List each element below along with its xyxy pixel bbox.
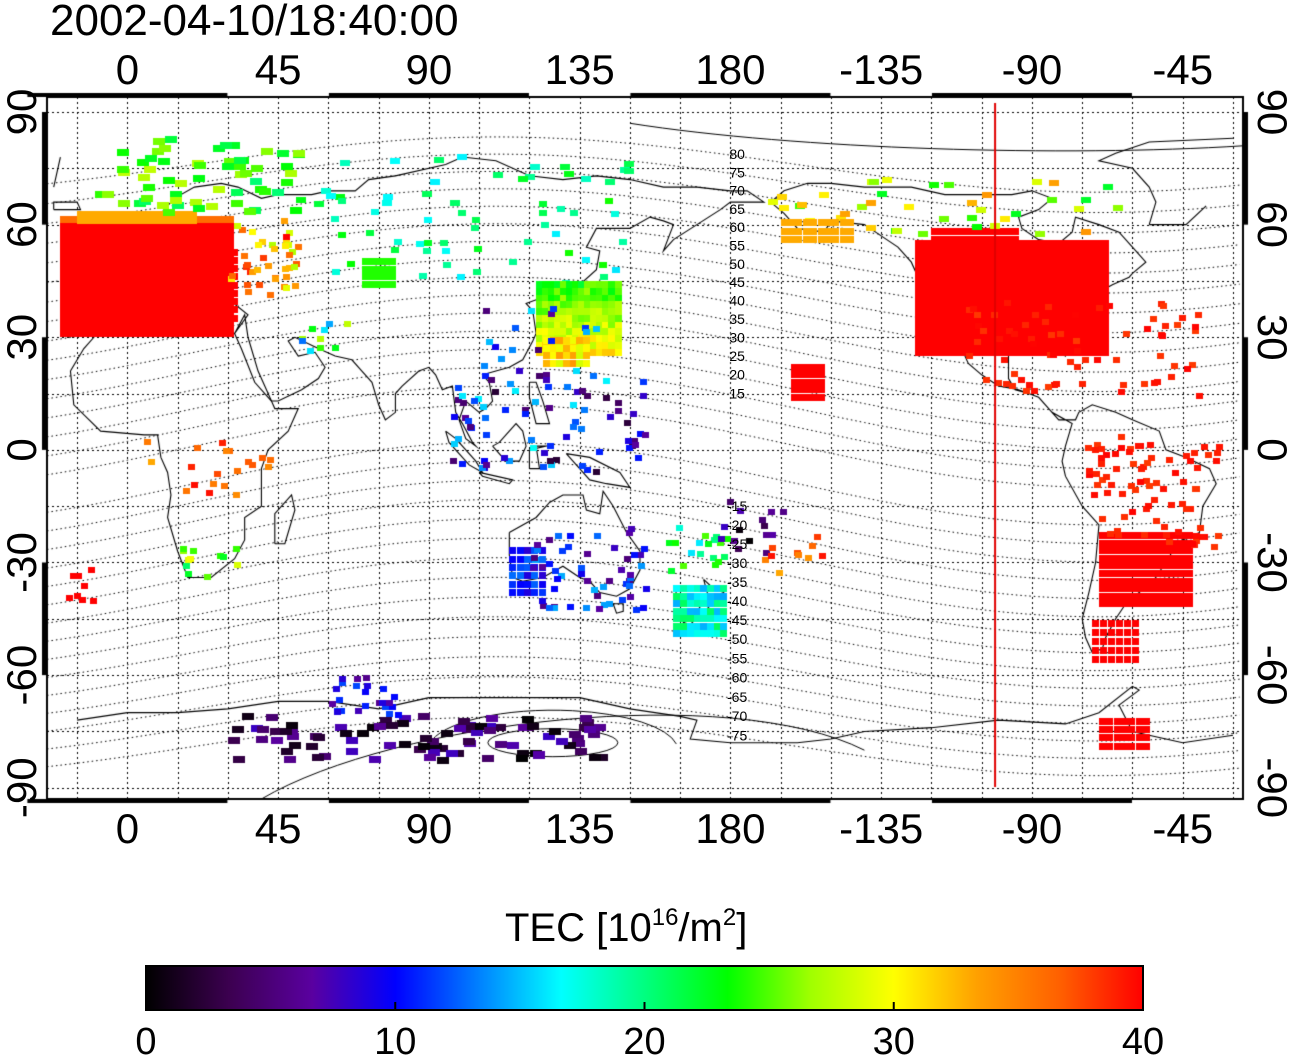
x-tick-label-bottom: -135 bbox=[839, 805, 923, 852]
x-tick-label-bottom: 0 bbox=[116, 805, 139, 852]
contour-label: 60 bbox=[729, 219, 745, 235]
contour-label: -65 bbox=[727, 689, 747, 705]
colorbar-title-end: ] bbox=[736, 906, 748, 950]
contour-label: 55 bbox=[729, 237, 745, 253]
y-tick-label-left: 0 bbox=[0, 438, 45, 461]
contour-label: -20 bbox=[727, 517, 747, 533]
colorbar-tick-label: 40 bbox=[1122, 1021, 1164, 1057]
x-tick-label-top: -45 bbox=[1152, 46, 1213, 93]
y-tick-label-left: 90 bbox=[0, 89, 45, 136]
y-tick-label-right: 90 bbox=[1249, 89, 1292, 136]
contour-label: -60 bbox=[727, 670, 747, 686]
colorbar-title-mid: /m bbox=[678, 906, 723, 950]
contour-label: 65 bbox=[729, 201, 745, 217]
colorbar-title-exp2: 2 bbox=[722, 904, 737, 931]
contour-label: -25 bbox=[727, 536, 747, 552]
contour-label: 50 bbox=[729, 256, 745, 272]
contour-label: 35 bbox=[729, 311, 745, 327]
x-tick-label-bottom: 180 bbox=[695, 805, 765, 852]
x-tick-label-bottom: 90 bbox=[406, 805, 453, 852]
contour-label: 15 bbox=[729, 385, 745, 401]
colorbar-tick-label: 30 bbox=[873, 1021, 915, 1057]
x-tick-label-bottom: -45 bbox=[1152, 805, 1213, 852]
colorbar-tick-label: 10 bbox=[374, 1021, 416, 1057]
x-tick-label-top: 45 bbox=[255, 46, 302, 93]
x-tick-label-top: -135 bbox=[839, 46, 923, 93]
y-tick-label-left: -60 bbox=[0, 645, 45, 706]
contour-label: -15 bbox=[727, 498, 747, 514]
contour-label: 45 bbox=[729, 274, 745, 290]
colorbar-title-main: TEC [10 bbox=[505, 906, 652, 950]
y-tick-label-right: -30 bbox=[1249, 532, 1292, 593]
x-tick-label-top: 0 bbox=[116, 46, 139, 93]
contour-label: 75 bbox=[729, 164, 745, 180]
contour-label: -30 bbox=[727, 555, 747, 571]
colorbar-title: TEC [1016/m2] bbox=[505, 904, 748, 951]
contour-label: -50 bbox=[727, 631, 747, 647]
contour-label: -40 bbox=[727, 593, 747, 609]
y-tick-label-right: -90 bbox=[1249, 757, 1292, 818]
colorbar-tick-label: 20 bbox=[623, 1021, 665, 1057]
contour-label: 40 bbox=[729, 293, 745, 309]
y-tick-label-right: 30 bbox=[1249, 314, 1292, 361]
x-tick-label-bottom: 135 bbox=[545, 805, 615, 852]
contour-label: -35 bbox=[727, 574, 747, 590]
x-tick-label-top: -90 bbox=[1002, 46, 1063, 93]
x-tick-label-bottom: -90 bbox=[1002, 805, 1063, 852]
x-tick-label-top: 90 bbox=[406, 46, 453, 93]
contour-label: -45 bbox=[727, 612, 747, 628]
y-tick-label-right: 0 bbox=[1249, 438, 1292, 461]
y-tick-label-left: -30 bbox=[0, 532, 45, 593]
y-tick-label-right: 60 bbox=[1249, 201, 1292, 248]
y-tick-label-left: -90 bbox=[0, 757, 45, 818]
x-tick-label-top: 135 bbox=[545, 46, 615, 93]
contour-label: 80 bbox=[729, 146, 745, 162]
y-tick-label-left: 60 bbox=[0, 201, 45, 248]
colorbar-tick-label: 0 bbox=[135, 1021, 156, 1057]
y-tick-label-left: 30 bbox=[0, 314, 45, 361]
contour-label: -55 bbox=[727, 650, 747, 666]
contour-label: 20 bbox=[729, 367, 745, 383]
contour-label: 25 bbox=[729, 348, 745, 364]
contour-label: -75 bbox=[727, 728, 747, 744]
contour-label: -70 bbox=[727, 708, 747, 724]
colorbar-title-exp1: 16 bbox=[651, 904, 679, 931]
contour-label: 30 bbox=[729, 330, 745, 346]
x-tick-label-top: 180 bbox=[695, 46, 765, 93]
contour-label: 70 bbox=[729, 183, 745, 199]
x-tick-label-bottom: 45 bbox=[255, 805, 302, 852]
page-title: 2002-04-10/18:40:00 bbox=[50, 0, 459, 45]
y-tick-label-right: -60 bbox=[1249, 645, 1292, 706]
